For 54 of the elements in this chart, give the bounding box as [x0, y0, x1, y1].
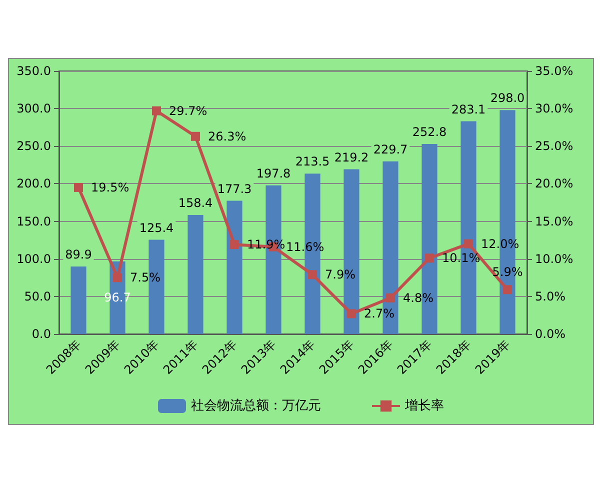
data-label: 89.9	[65, 247, 92, 262]
y-tick-label: 150.0	[16, 214, 51, 228]
y2-tick-label: 10.0%	[535, 252, 574, 266]
data-label: 7.5%	[130, 270, 160, 285]
bar	[226, 200, 242, 334]
point	[230, 240, 239, 250]
point	[191, 132, 200, 141]
point	[152, 106, 161, 116]
legend-label: 增长率	[404, 398, 444, 414]
data-label: 158.4	[178, 196, 213, 210]
bar	[188, 214, 204, 334]
data-label: 29.7%	[169, 104, 208, 118]
data-label: 19.5%	[91, 180, 130, 194]
data-label: 283.1	[451, 102, 486, 116]
data-label: 252.8	[412, 125, 447, 140]
y-tick-label: 350.0	[16, 64, 51, 78]
point	[113, 273, 122, 282]
y-tick-label: 100.0	[16, 252, 51, 266]
data-label: 125.4	[139, 220, 174, 235]
data-label: 197.8	[256, 166, 291, 180]
data-label: 10.1%	[442, 251, 480, 266]
y-tick-label: 50.0	[24, 289, 51, 304]
y2-tick-label: 5.0%	[535, 289, 566, 304]
y2-tick-label: 15.0%	[535, 214, 574, 228]
point	[347, 309, 356, 318]
data-label: 229.7	[373, 142, 408, 156]
y2-tick-label: 30.0%	[535, 102, 574, 116]
data-label: 11.6%	[286, 240, 324, 254]
point	[425, 254, 434, 263]
y2-tick-label: 35.0%	[535, 64, 574, 78]
data-label: 219.2	[334, 150, 369, 164]
point	[308, 270, 317, 280]
y-tick-label: 200.0	[16, 176, 51, 191]
data-label: 177.3	[217, 182, 252, 196]
point	[503, 285, 512, 294]
data-label: 4.8%	[403, 290, 434, 305]
data-label: 26.3%	[208, 129, 246, 144]
point	[464, 239, 473, 248]
point	[74, 182, 83, 192]
data-label: 96.7	[104, 290, 131, 305]
data-label: 213.5	[295, 154, 330, 169]
y2-tick-label: 0.0%	[535, 327, 566, 341]
data-label: 2.7%	[364, 306, 394, 321]
data-label: 7.9%	[325, 268, 356, 282]
data-label: 12.0%	[481, 236, 520, 251]
y-tick-label: 300.0	[16, 102, 51, 116]
point	[386, 293, 395, 302]
y2-tick-label: 25.0%	[535, 139, 574, 154]
y2-tick-label: 20.0%	[535, 176, 574, 191]
bar	[70, 266, 86, 334]
y-tick-label: 250.0	[16, 139, 51, 154]
legend-label: 社会物流总额：万亿元	[191, 398, 321, 414]
data-label: 298.0	[490, 91, 525, 106]
y-tick-label: 0.0	[32, 327, 51, 341]
